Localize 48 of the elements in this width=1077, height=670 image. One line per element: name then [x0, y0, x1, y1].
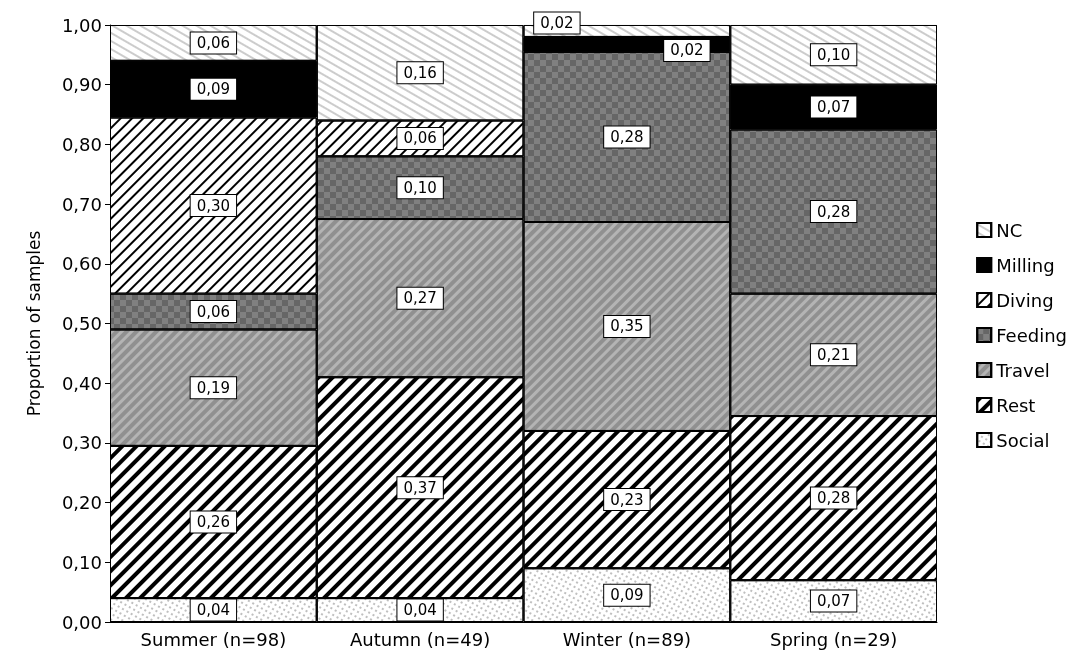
data-label: 0,09	[610, 586, 644, 605]
legend-label: Diving	[996, 289, 1054, 311]
data-label: 0,04	[196, 601, 231, 620]
data-label: 0,35	[610, 317, 644, 336]
data-label: 0,37	[403, 478, 437, 497]
data-label: 0,06	[196, 33, 231, 52]
y-tick-label: 0,30	[61, 432, 102, 454]
x-tick-label: Autumn (n=49)	[349, 628, 491, 650]
y-tick-label: 0,60	[61, 253, 102, 275]
y-tick-label: 0,10	[61, 551, 102, 573]
y-tick-label: 0,20	[61, 492, 102, 514]
data-label: 0,10	[816, 45, 851, 64]
data-label: 0,02	[540, 13, 574, 32]
data-label: 0,27	[403, 289, 437, 308]
y-tick-label: 0,80	[61, 133, 102, 155]
data-label: 0,06	[403, 129, 437, 148]
y-tick-label: 0,90	[61, 74, 102, 96]
y-tick-label: 0,40	[61, 372, 102, 394]
y-tick-label: 0,50	[61, 313, 102, 334]
y-tick-label: 0,70	[61, 193, 102, 215]
data-label: 0,02	[670, 41, 704, 60]
x-tick-label: Summer (n=98)	[140, 628, 287, 650]
data-label: 0,06	[196, 302, 231, 321]
data-label: 0,10	[403, 178, 437, 197]
data-label: 0,30	[196, 196, 231, 215]
legend-label: NC	[996, 219, 1023, 241]
y-tick-label: 1,00	[61, 14, 102, 36]
data-label: 0,19	[196, 378, 231, 397]
legend-label: Feeding	[996, 324, 1067, 346]
data-label: 0,21	[816, 345, 851, 364]
data-label: 0,07	[816, 98, 851, 117]
data-label: 0,09	[196, 80, 231, 99]
data-label: 0,28	[816, 202, 851, 221]
y-axis-title: Proportion of samples	[23, 230, 44, 417]
y-tick-label: 0,00	[61, 611, 102, 633]
data-label: 0,28	[610, 127, 644, 146]
data-label: 0,07	[816, 592, 851, 611]
data-label: 0,26	[196, 513, 231, 531]
legend-label: Travel	[995, 359, 1050, 381]
legend-label: Rest	[996, 394, 1036, 416]
x-tick-label: Winter (n=89)	[562, 628, 692, 650]
data-label: 0,16	[403, 63, 437, 82]
data-label: 0,28	[816, 489, 851, 508]
legend-label: Social	[996, 429, 1050, 451]
data-label: 0,04	[403, 601, 437, 620]
data-label: 0,23	[610, 490, 644, 509]
legend-label: Milling	[996, 254, 1055, 276]
x-tick-label: Spring (n=29)	[770, 628, 898, 650]
